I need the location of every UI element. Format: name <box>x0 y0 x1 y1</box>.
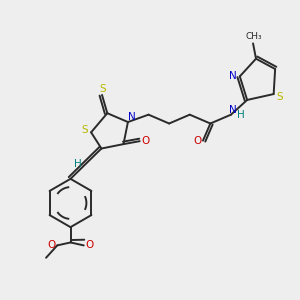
Text: H: H <box>74 159 82 169</box>
Text: O: O <box>47 240 56 250</box>
Text: O: O <box>194 136 202 146</box>
Text: N: N <box>229 105 236 115</box>
Text: S: S <box>99 84 106 94</box>
Text: N: N <box>128 112 135 122</box>
Text: O: O <box>142 136 150 146</box>
Text: O: O <box>85 240 94 250</box>
Text: S: S <box>277 92 284 102</box>
Text: S: S <box>81 125 88 135</box>
Text: CH₃: CH₃ <box>246 32 262 41</box>
Text: H: H <box>236 110 244 120</box>
Text: N: N <box>229 71 236 81</box>
